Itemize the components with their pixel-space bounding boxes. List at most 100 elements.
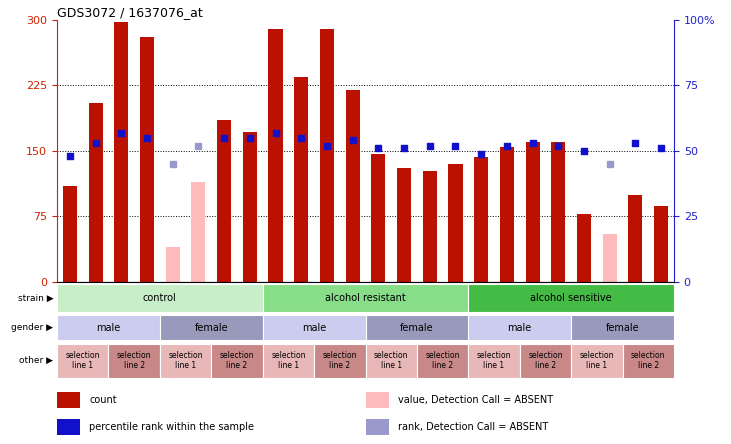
Bar: [243, 132, 257, 282]
Bar: [314, 344, 366, 378]
Point: [270, 129, 281, 136]
Bar: [571, 344, 623, 378]
Text: alcohol resistant: alcohol resistant: [325, 293, 406, 303]
Bar: [469, 315, 571, 341]
Point: [578, 147, 590, 155]
Point: [398, 145, 410, 152]
Bar: [108, 344, 160, 378]
Text: control: control: [143, 293, 177, 303]
Bar: [366, 392, 389, 408]
Text: selection
line 2: selection line 2: [220, 351, 254, 370]
Text: selection
line 1: selection line 1: [580, 351, 614, 370]
Bar: [551, 142, 565, 282]
Text: male: male: [96, 323, 121, 333]
Bar: [57, 315, 160, 341]
Bar: [211, 344, 262, 378]
Point: [192, 142, 204, 149]
Point: [115, 129, 127, 136]
Bar: [654, 206, 668, 282]
Bar: [602, 234, 617, 282]
Text: selection
line 1: selection line 1: [271, 351, 306, 370]
Text: selection
line 1: selection line 1: [477, 351, 511, 370]
Text: GDS3072 / 1637076_at: GDS3072 / 1637076_at: [57, 6, 202, 19]
Bar: [346, 90, 360, 282]
Bar: [366, 419, 389, 435]
Text: percentile rank within the sample: percentile rank within the sample: [89, 422, 254, 432]
Text: male: male: [507, 323, 532, 333]
Text: female: female: [606, 323, 640, 333]
Bar: [469, 284, 674, 312]
Bar: [262, 315, 366, 341]
Bar: [577, 214, 591, 282]
Text: female: female: [400, 323, 433, 333]
Point: [373, 145, 385, 152]
Text: gender ▶: gender ▶: [12, 323, 53, 333]
Point: [346, 137, 358, 144]
Point: [167, 160, 178, 167]
Bar: [500, 147, 514, 282]
Bar: [57, 284, 262, 312]
Bar: [571, 315, 674, 341]
Bar: [166, 247, 180, 282]
Text: selection
line 2: selection line 2: [322, 351, 357, 370]
Bar: [192, 182, 205, 282]
Bar: [366, 315, 469, 341]
Point: [90, 139, 102, 147]
Bar: [262, 344, 314, 378]
Point: [655, 145, 667, 152]
Text: value, Detection Call = ABSENT: value, Detection Call = ABSENT: [398, 395, 553, 405]
Point: [527, 139, 539, 147]
Text: selection
line 1: selection line 1: [374, 351, 409, 370]
Bar: [114, 22, 129, 282]
Text: strain ▶: strain ▶: [18, 293, 53, 302]
Bar: [448, 164, 463, 282]
Text: selection
line 2: selection line 2: [117, 351, 151, 370]
Point: [501, 142, 512, 149]
Point: [295, 135, 307, 142]
Bar: [217, 120, 231, 282]
Bar: [423, 171, 437, 282]
Text: selection
line 2: selection line 2: [529, 351, 563, 370]
Bar: [474, 157, 488, 282]
Bar: [520, 344, 571, 378]
Bar: [526, 142, 539, 282]
Text: selection
line 1: selection line 1: [168, 351, 202, 370]
Text: male: male: [302, 323, 326, 333]
Text: other ▶: other ▶: [19, 356, 53, 365]
Bar: [57, 419, 80, 435]
Bar: [371, 154, 385, 282]
Bar: [417, 344, 469, 378]
Bar: [623, 344, 674, 378]
Text: selection
line 1: selection line 1: [66, 351, 100, 370]
Text: alcohol sensitive: alcohol sensitive: [531, 293, 612, 303]
Point: [553, 142, 564, 149]
Point: [141, 135, 153, 142]
Bar: [88, 103, 102, 282]
Text: female: female: [194, 323, 228, 333]
Bar: [397, 168, 411, 282]
Point: [450, 142, 461, 149]
Text: count: count: [89, 395, 117, 405]
Text: selection
line 2: selection line 2: [425, 351, 460, 370]
Bar: [294, 77, 308, 282]
Point: [219, 135, 230, 142]
Bar: [57, 344, 108, 378]
Bar: [469, 344, 520, 378]
Bar: [629, 194, 643, 282]
Point: [321, 142, 333, 149]
Point: [244, 135, 256, 142]
Bar: [320, 29, 334, 282]
Bar: [140, 37, 154, 282]
Point: [64, 153, 76, 160]
Bar: [160, 344, 211, 378]
Point: [424, 142, 436, 149]
Bar: [160, 315, 262, 341]
Text: rank, Detection Call = ABSENT: rank, Detection Call = ABSENT: [398, 422, 548, 432]
Point: [629, 139, 641, 147]
Text: selection
line 2: selection line 2: [631, 351, 665, 370]
Point: [475, 150, 487, 157]
Bar: [268, 29, 283, 282]
Point: [604, 160, 616, 167]
Bar: [57, 392, 80, 408]
Bar: [366, 344, 417, 378]
